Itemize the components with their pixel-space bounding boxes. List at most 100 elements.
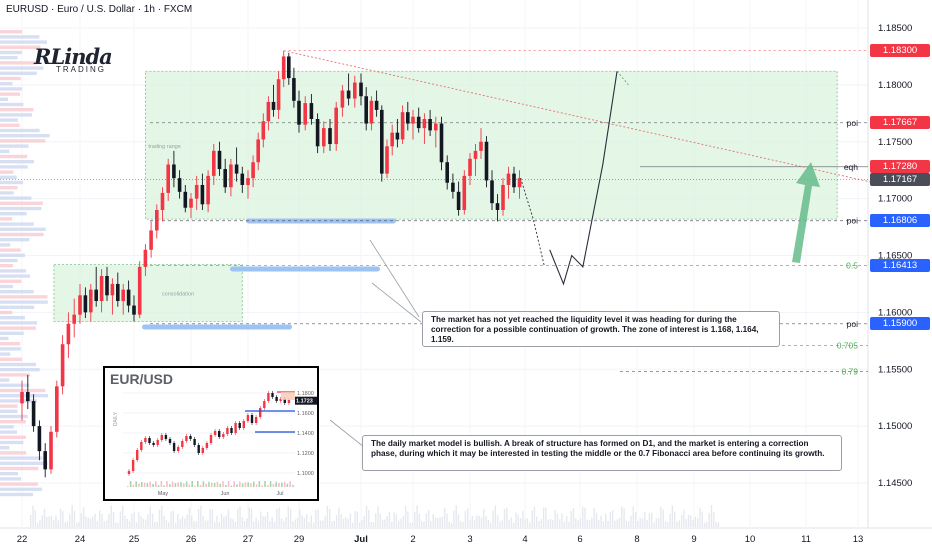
volume-profile-bar — [0, 435, 26, 439]
volume-bar — [690, 515, 692, 527]
volume-bar — [154, 521, 156, 527]
inset-volume-bar — [253, 481, 255, 487]
inset-volume-bar — [157, 485, 160, 487]
inset-volume-bar — [129, 481, 132, 487]
volume-bar — [395, 514, 398, 527]
volume-bar — [131, 514, 133, 527]
volume-bar — [414, 511, 416, 527]
trendline — [283, 50, 885, 186]
price-tag[interactable]: 1.15900 — [870, 317, 930, 331]
inset-candle-body — [136, 450, 139, 460]
volume-bar — [310, 515, 312, 527]
inset-candle-body — [213, 431, 217, 435]
volume-bar — [469, 520, 471, 527]
volume-profile-bar — [0, 108, 34, 112]
price-tag[interactable]: 1.17667 — [870, 116, 930, 130]
volume-bar — [241, 517, 243, 527]
volume-bar — [230, 518, 232, 527]
price-tag[interactable]: 1.16413 — [870, 258, 930, 272]
y-tick-label: 1.17000 — [878, 194, 912, 205]
volume-bar — [400, 518, 402, 527]
inset-volume-bar — [275, 481, 277, 487]
volume-bar — [234, 521, 237, 527]
price-tag[interactable]: 1.17167 — [870, 173, 930, 187]
price-tag[interactable]: 1.18300 — [870, 44, 930, 58]
candle-body — [94, 289, 98, 301]
candle-body — [512, 173, 516, 188]
volume-profile-bar — [0, 352, 11, 356]
volume-bar — [699, 507, 701, 527]
volume-profile-bar — [0, 253, 25, 257]
inset-volume-bar — [141, 482, 143, 487]
price-tag[interactable]: 1.17280 — [870, 160, 930, 174]
volume-profile-bar — [0, 290, 34, 294]
volume-bar — [200, 505, 202, 527]
volume-bar — [409, 522, 411, 527]
candle-body — [223, 169, 227, 188]
volume-bar — [115, 522, 117, 527]
volume-bar — [437, 518, 439, 527]
candle-body — [309, 103, 314, 119]
candle-body — [434, 123, 438, 131]
candle-body — [490, 180, 494, 204]
volume-bar — [225, 515, 227, 527]
volume-bar — [76, 522, 78, 527]
candle-body — [439, 123, 444, 163]
volume-bar — [174, 522, 177, 527]
volume-bar — [398, 520, 400, 527]
volume-bar — [586, 519, 588, 527]
candle-body — [517, 178, 522, 188]
volume-bar — [713, 512, 715, 527]
volume-bar — [296, 517, 299, 527]
candle-body — [315, 119, 320, 147]
volume-bar — [204, 520, 207, 527]
volume-bar — [630, 515, 632, 527]
volume-bar — [692, 519, 694, 527]
volume-bar — [345, 516, 347, 527]
volume-bar — [271, 517, 273, 527]
annotation-note-daily-model[interactable]: The daily market model is bullish. A bre… — [362, 435, 842, 471]
candle-body — [484, 141, 489, 181]
volume-bar — [379, 513, 381, 527]
volume-bar — [105, 520, 108, 527]
volume-profile-bar — [0, 456, 43, 460]
volume-bar — [478, 516, 480, 527]
volume-bar — [540, 519, 542, 527]
callout-line — [371, 282, 422, 323]
forecast-path-growth — [549, 71, 618, 286]
price-tag[interactable]: 1.16806 — [870, 214, 930, 228]
volume-profile-bar — [0, 154, 28, 159]
volume-bar — [425, 513, 427, 527]
volume-bar — [186, 514, 188, 527]
volume-bar — [683, 509, 685, 527]
volume-profile-bar — [0, 316, 25, 320]
volume-bar — [99, 510, 101, 527]
x-tick-label: 11 — [801, 534, 811, 545]
volume-bar — [168, 522, 170, 527]
volume-bar — [411, 522, 414, 527]
volume-bar — [621, 506, 623, 527]
candle-body — [60, 344, 65, 387]
volume-profile-bar — [0, 238, 30, 242]
volume-bar — [308, 522, 310, 527]
volume-bar — [43, 508, 46, 527]
volume-profile-bar — [0, 274, 31, 278]
inset-volume-bar — [230, 485, 233, 487]
candle-body — [395, 132, 400, 140]
volume-bar — [669, 513, 671, 527]
candle-body — [240, 173, 245, 185]
candle-body — [334, 107, 338, 145]
inset-volume-bar — [289, 481, 291, 487]
volume-profile-bar — [0, 342, 21, 346]
x-tick-label: 25 — [129, 534, 140, 545]
annotation-note-liquidity[interactable]: The market has not yet reached the liqui… — [422, 311, 780, 347]
volume-bar — [464, 510, 467, 527]
volume-bar — [623, 508, 625, 527]
volume-bar — [243, 520, 246, 527]
candle-body — [183, 191, 188, 208]
candle-body — [390, 132, 394, 147]
volume-bar — [354, 510, 356, 527]
volume-bar — [239, 506, 241, 527]
